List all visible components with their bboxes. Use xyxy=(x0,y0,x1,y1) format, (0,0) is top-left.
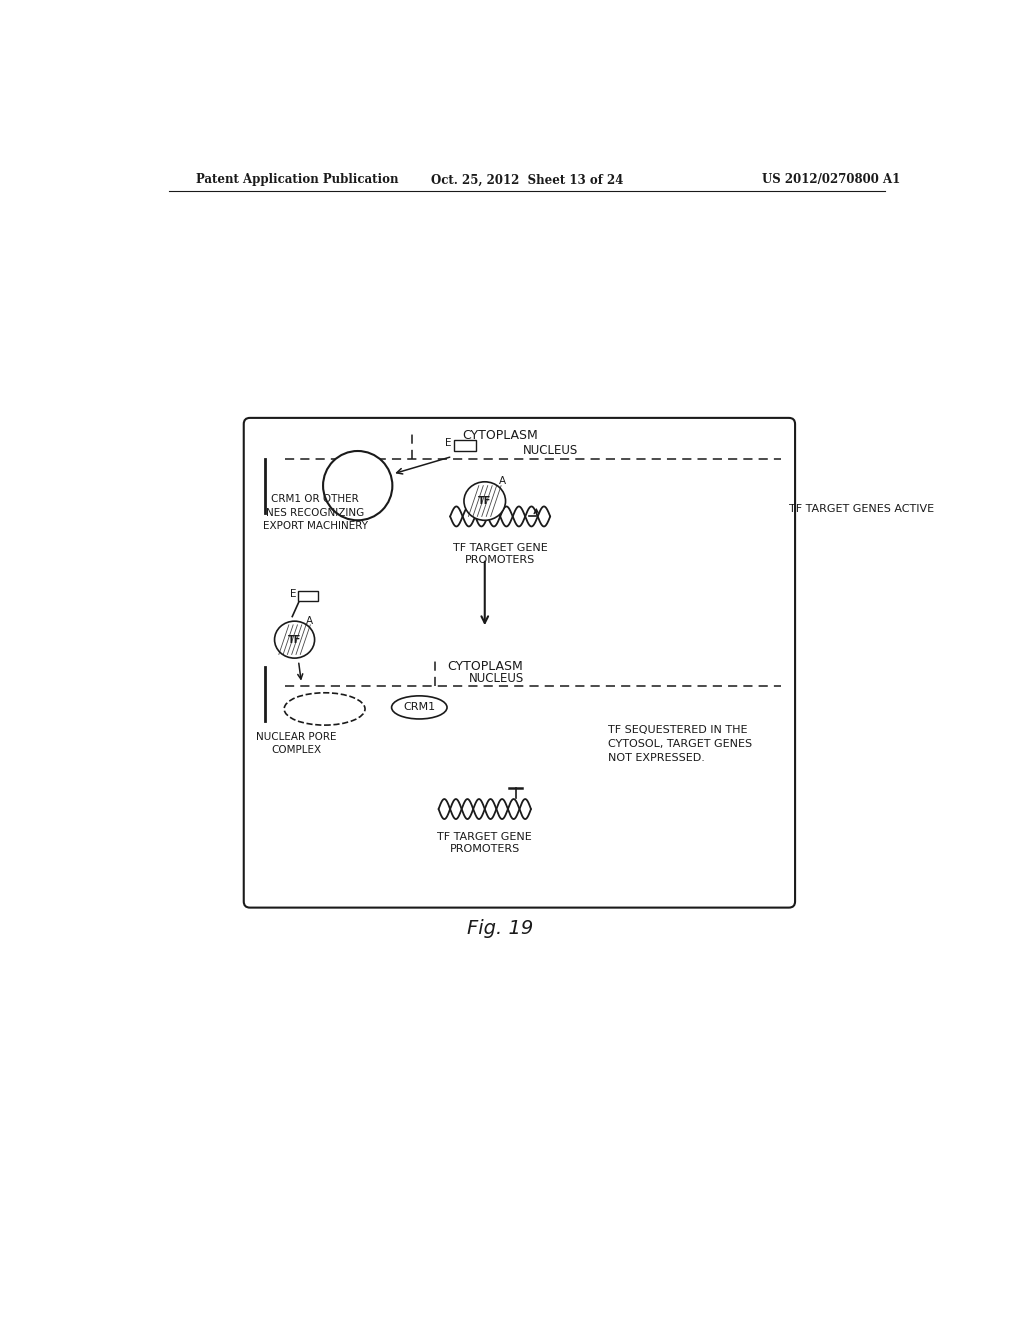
Text: NUCLEAR PORE
COMPLEX: NUCLEAR PORE COMPLEX xyxy=(256,733,336,755)
Text: CYTOPLASM: CYTOPLASM xyxy=(462,429,538,442)
Text: E: E xyxy=(444,438,451,449)
Text: CRM1: CRM1 xyxy=(403,702,435,713)
Bar xyxy=(298,591,318,601)
Text: Patent Application Publication: Patent Application Publication xyxy=(196,173,398,186)
Text: NUCLEUS: NUCLEUS xyxy=(469,672,524,685)
Text: CRM1 OR OTHER
NES RECOGNIZING
EXPORT MACHINERY: CRM1 OR OTHER NES RECOGNIZING EXPORT MAC… xyxy=(263,495,368,531)
Text: Oct. 25, 2012  Sheet 13 of 24: Oct. 25, 2012 Sheet 13 of 24 xyxy=(431,173,624,186)
Text: TF SEQUESTERED IN THE
CYTOSOL, TARGET GENES
NOT EXPRESSED.: TF SEQUESTERED IN THE CYTOSOL, TARGET GE… xyxy=(608,725,752,763)
Text: A: A xyxy=(306,616,313,626)
Text: CYTOPLASM: CYTOPLASM xyxy=(446,660,522,673)
Ellipse shape xyxy=(285,693,365,725)
Circle shape xyxy=(323,451,392,520)
Ellipse shape xyxy=(391,696,447,719)
Text: TF: TF xyxy=(478,496,492,506)
Text: TF TARGET GENE
PROMOTERS: TF TARGET GENE PROMOTERS xyxy=(453,544,548,565)
Bar xyxy=(454,441,475,451)
Text: E: E xyxy=(290,589,296,599)
Text: TF TARGET GENE
PROMOTERS: TF TARGET GENE PROMOTERS xyxy=(437,832,532,854)
Text: TF: TF xyxy=(288,635,301,644)
Text: US 2012/0270800 A1: US 2012/0270800 A1 xyxy=(762,173,900,186)
Text: TF TARGET GENES ACTIVE: TF TARGET GENES ACTIVE xyxy=(788,504,934,513)
Text: Fig. 19: Fig. 19 xyxy=(467,919,534,939)
Ellipse shape xyxy=(274,622,314,659)
Text: A: A xyxy=(499,475,506,486)
Text: NUCLEUS: NUCLEUS xyxy=(523,445,579,458)
Ellipse shape xyxy=(464,482,506,520)
